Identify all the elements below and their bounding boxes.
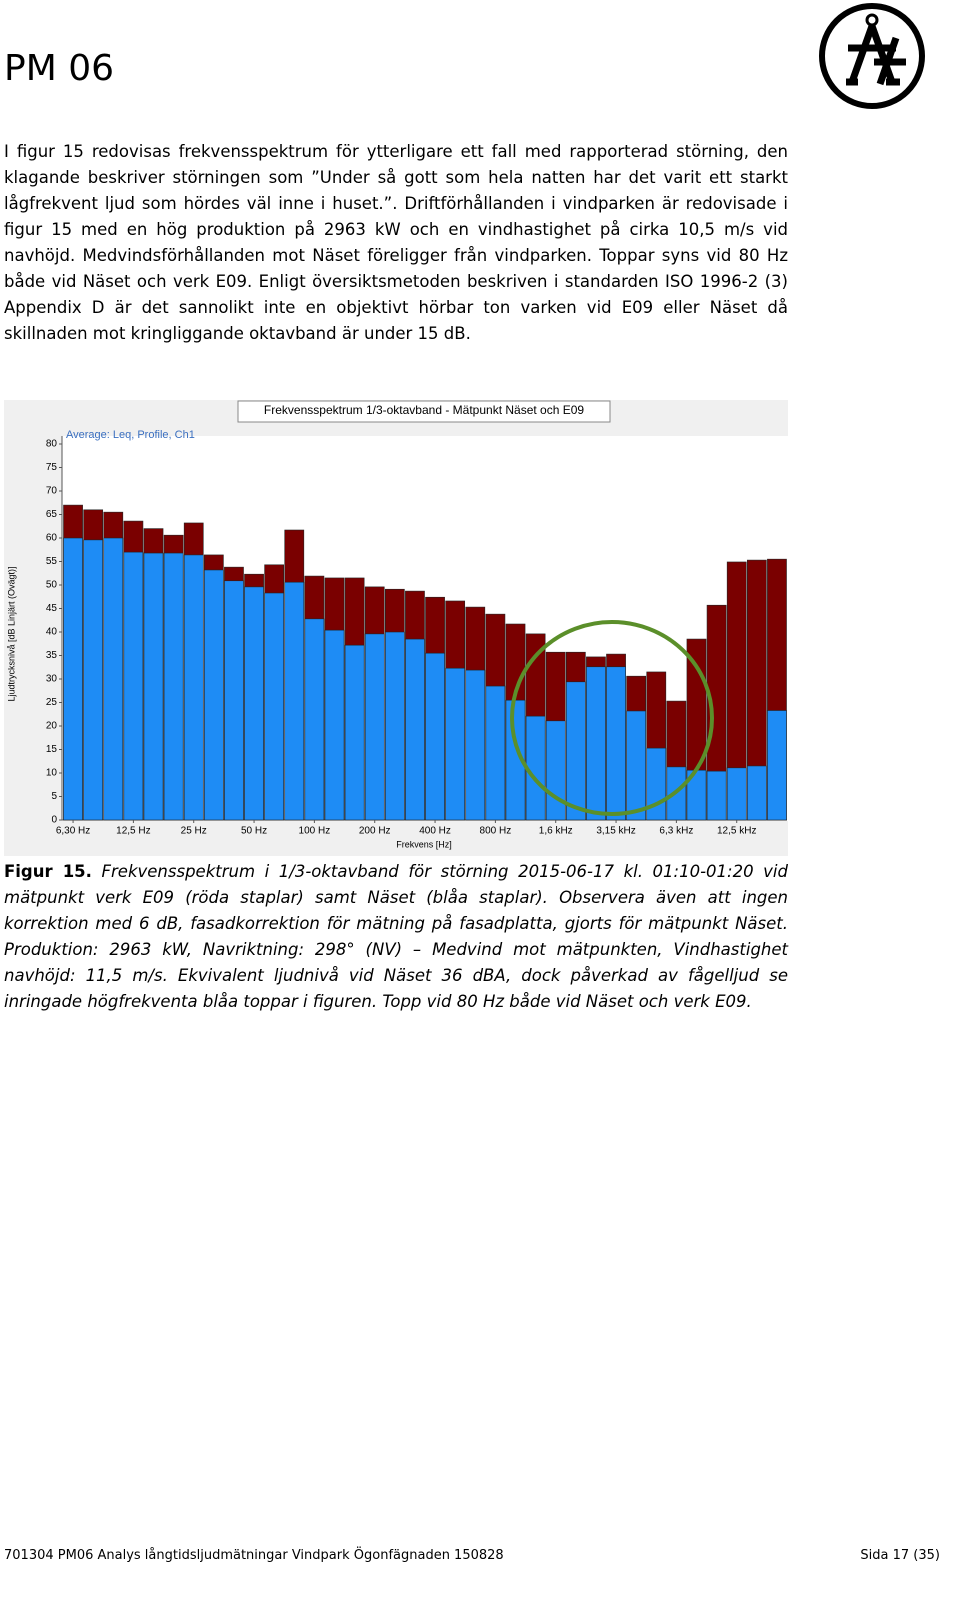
bar — [264, 592, 285, 821]
y-tick-label: 30 — [46, 674, 58, 685]
y-tick-label: 75 — [46, 462, 58, 473]
bar — [606, 666, 626, 821]
bar — [63, 537, 83, 821]
x-tick-label: 800 Hz — [480, 826, 512, 837]
x-axis-label: Frekvens [Hz] — [396, 839, 452, 849]
footer-right: Sida 17 (35) — [860, 1548, 940, 1563]
y-tick-label: 15 — [46, 744, 58, 755]
x-tick-label: 400 Hz — [419, 826, 451, 837]
bar — [344, 644, 365, 821]
x-tick-label: 100 Hz — [299, 826, 331, 837]
y-tick-label: 45 — [46, 603, 58, 614]
bar — [324, 629, 345, 821]
x-tick-label: 25 Hz — [181, 826, 207, 837]
highlight-circle — [510, 620, 714, 816]
bar — [746, 765, 767, 821]
bar — [163, 552, 184, 821]
chart: Frekvensspektrum 1/3-oktavband - Mätpunk… — [4, 400, 788, 856]
page-title: PM 06 — [4, 48, 115, 89]
y-tick-label: 25 — [46, 697, 58, 708]
y-tick-label: 0 — [51, 815, 57, 826]
logo — [819, 3, 925, 109]
title-box — [237, 400, 611, 423]
bar — [425, 652, 445, 821]
bar — [384, 631, 405, 821]
y-tick-label: 40 — [46, 627, 58, 638]
annotation: Average: Leq, Profile, Ch1 — [66, 429, 195, 441]
y-tick-label: 50 — [46, 580, 58, 591]
bar — [646, 747, 667, 821]
x-tick-label: 3,15 kHz — [596, 826, 635, 837]
y-tick-label: 70 — [46, 486, 58, 497]
chart-title: Frekvensspektrum 1/3-oktavband - Mätpunk… — [264, 403, 584, 417]
bar — [465, 669, 486, 821]
bar — [445, 667, 466, 821]
footer-left: 701304 PM06 Analys långtidsljudmätningar… — [4, 1548, 504, 1563]
bar — [83, 539, 104, 821]
y-tick-label: 60 — [46, 533, 58, 544]
bar — [706, 770, 727, 821]
bar — [304, 618, 325, 821]
bar — [103, 537, 124, 821]
x-tick-label: 50 Hz — [241, 826, 267, 837]
x-tick-label: 12,5 Hz — [116, 826, 150, 837]
x-tick-label: 1,6 kHz — [539, 826, 573, 837]
y-tick-label: 80 — [46, 439, 58, 450]
y-tick-label: 20 — [46, 721, 58, 732]
bar — [224, 580, 244, 821]
y-axis-label: Ljudtrycksnivå [dB Linjärt (Ovägt)] — [6, 566, 16, 701]
x-tick-label: 6,30 Hz — [56, 826, 90, 837]
bar — [485, 685, 506, 821]
bar — [364, 633, 385, 821]
bar — [405, 638, 425, 821]
bar — [203, 569, 224, 821]
caption-text: Frekvensspektrum i 1/3-oktavband för stö… — [4, 862, 788, 1011]
x-tick-label: 200 Hz — [359, 826, 391, 837]
y-tick-label: 65 — [46, 509, 58, 520]
bar — [565, 681, 586, 821]
x-tick-label: 12,5 kHz — [717, 826, 756, 837]
caption-label: Figur 15. — [4, 862, 92, 881]
bar — [123, 551, 144, 821]
figure-caption: Figur 15. Frekvensspektrum i 1/3-oktavba… — [4, 859, 788, 1015]
bar — [244, 586, 264, 821]
bar — [626, 710, 647, 821]
y-tick-label: 35 — [46, 650, 58, 661]
bar — [183, 554, 204, 821]
y-tick-label: 10 — [46, 768, 58, 779]
y-tick-label: 55 — [46, 556, 58, 567]
body-text: I figur 15 redovisas frekvensspektrum fö… — [4, 142, 788, 343]
bar — [284, 581, 305, 821]
y-tick-label: 5 — [51, 791, 57, 802]
bar — [545, 720, 566, 821]
bar — [767, 710, 787, 821]
bar — [726, 767, 747, 821]
bar — [143, 552, 164, 821]
x-tick-label: 6,3 kHz — [659, 826, 693, 837]
bar — [586, 666, 606, 821]
